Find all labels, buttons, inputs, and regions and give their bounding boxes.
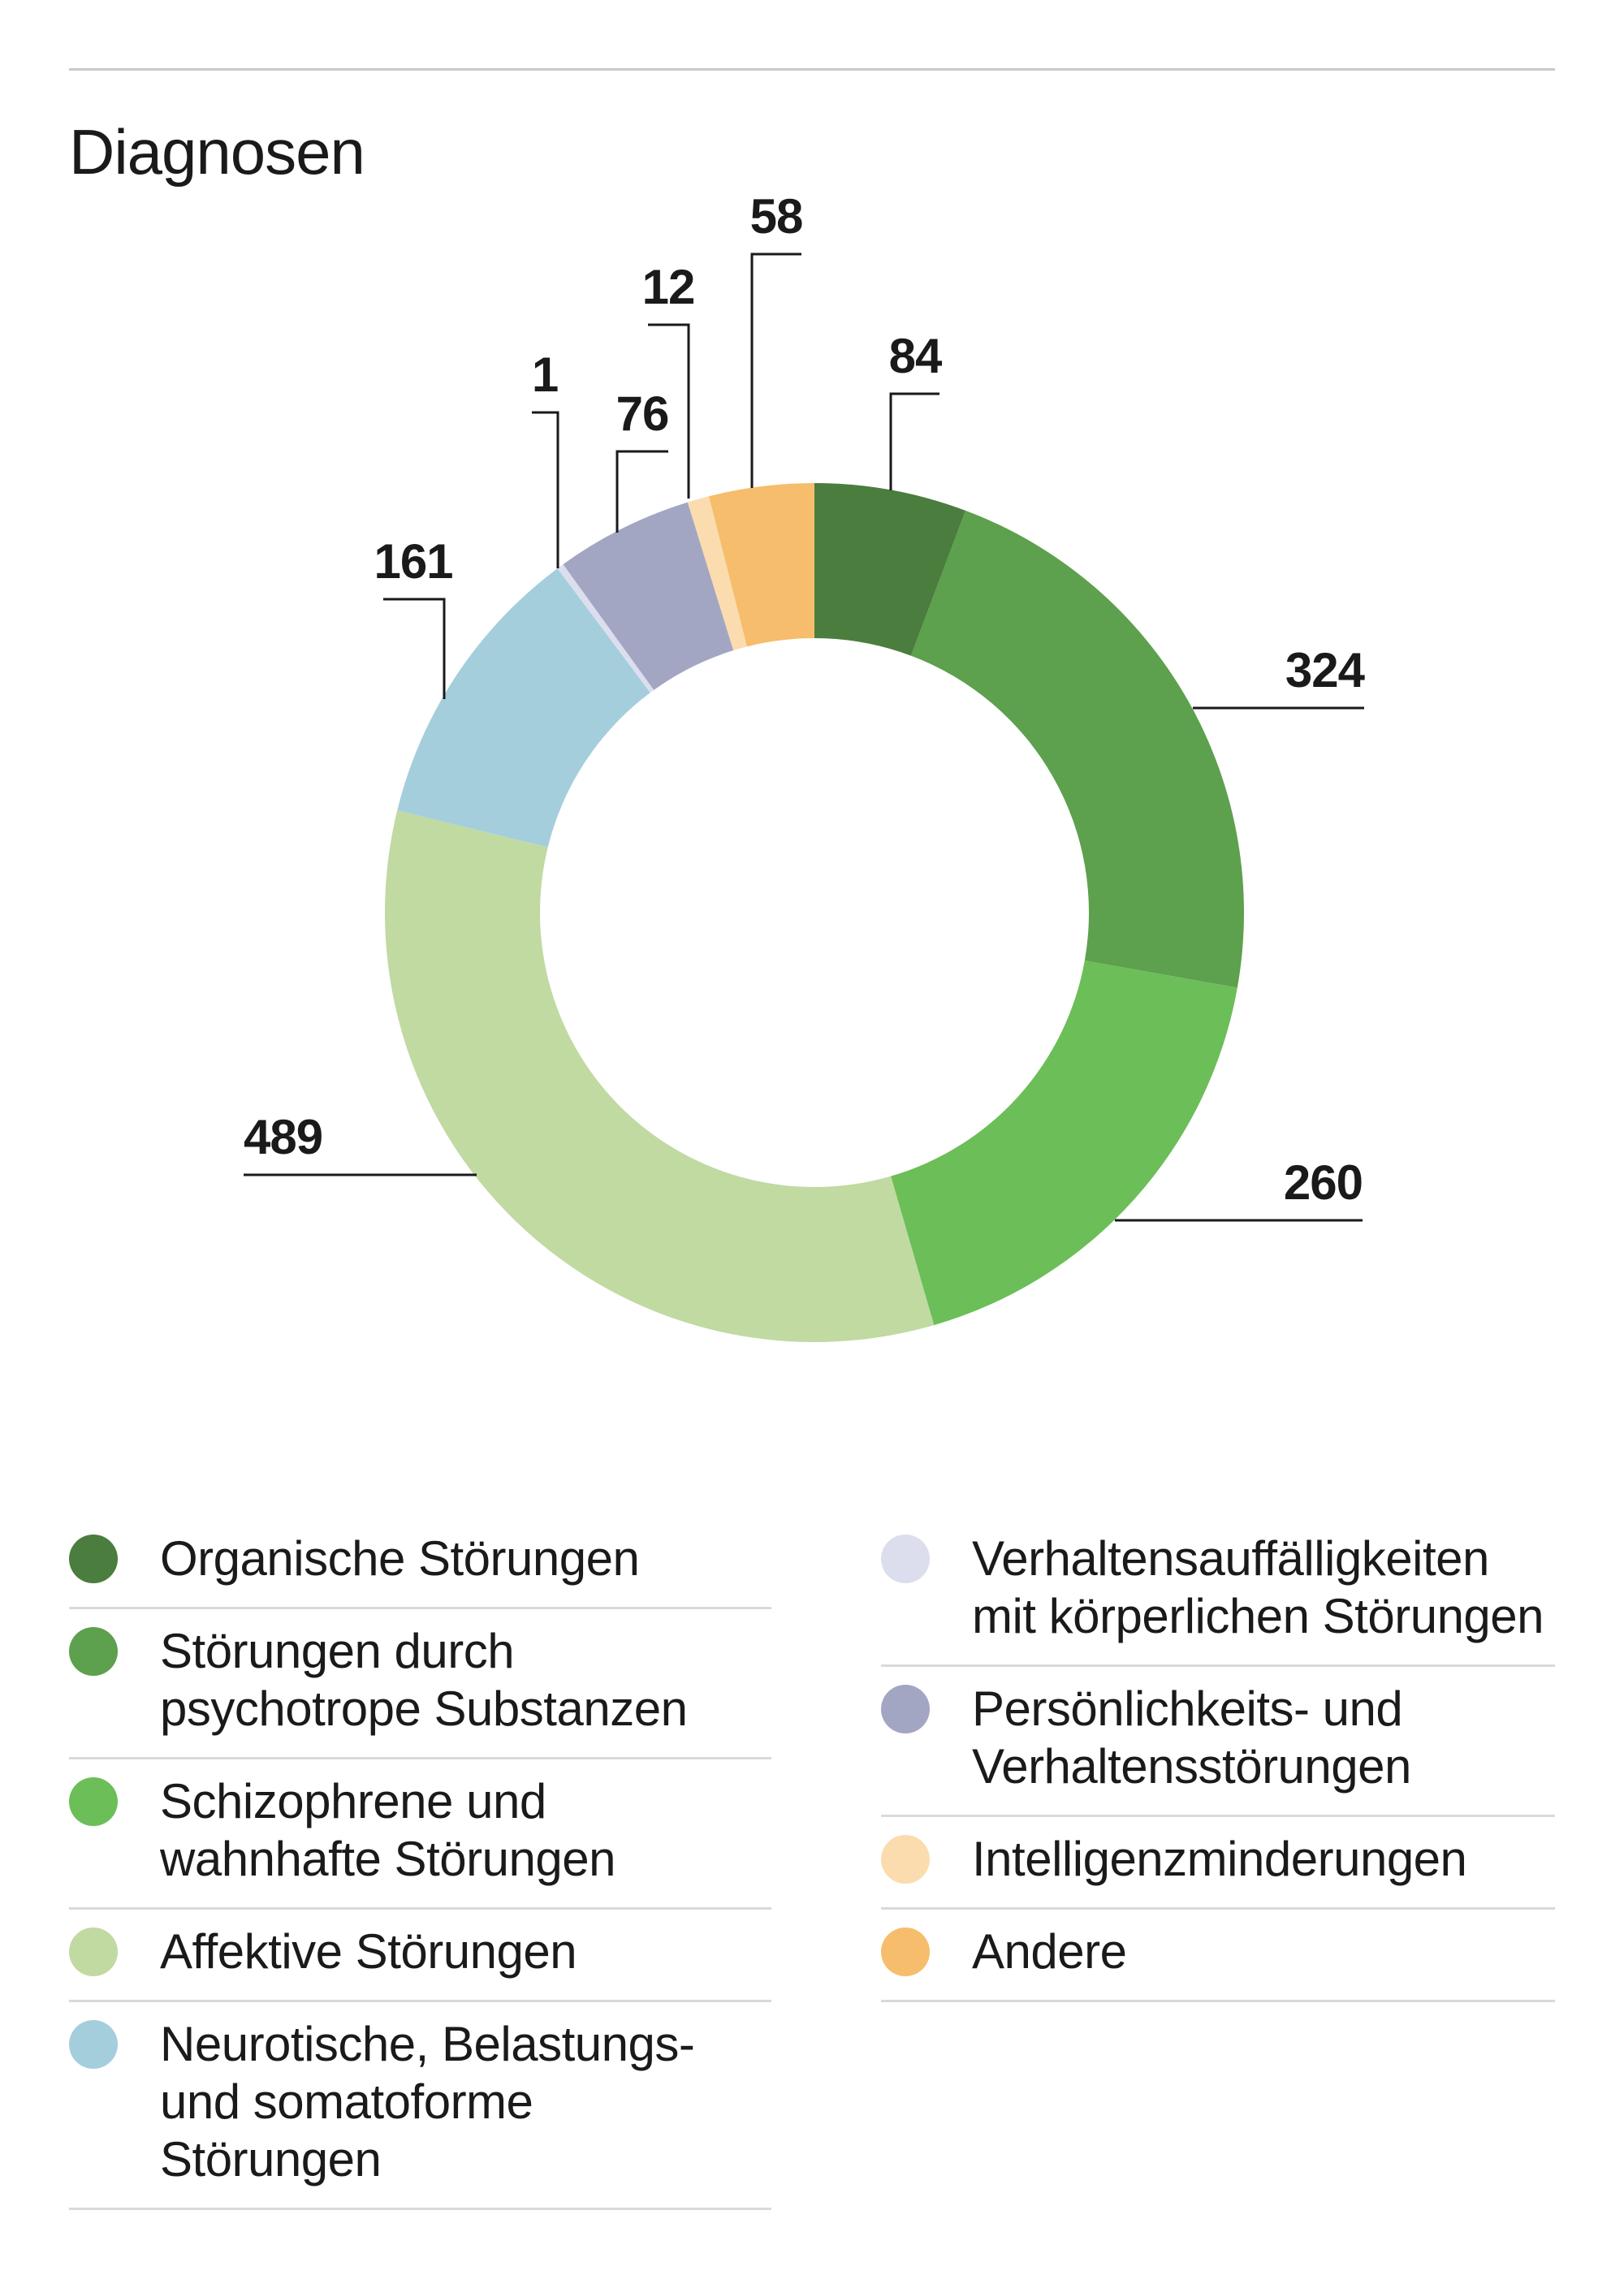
legend-item-neurotische-belastungs: Neurotische, Belastungs- und somatoforme…	[69, 2002, 771, 2210]
legend-dot-verhaltensauffalligkeiten-mit	[881, 1535, 930, 1583]
legend-item-verhaltensauffalligkeiten-mit: Verhaltensauffälligkeiten mit körperlich…	[881, 1517, 1555, 1667]
value-label-storungen-durch: 324	[1285, 643, 1365, 697]
legend-dot-intelligenzminderungen	[881, 1835, 930, 1884]
top-divider-line	[69, 68, 1555, 71]
value-label-affektive-storungen: 489	[244, 1110, 323, 1164]
legend-dot-andere	[881, 1928, 930, 1976]
value-label-neurotische-belastungs: 161	[374, 534, 453, 589]
value-label-schizophrene-und: 260	[1283, 1155, 1363, 1210]
legend-dot-organische-storungen	[69, 1535, 118, 1583]
legend-item-personlichkeits-und: Persönlichkeits- und Verhaltensstörungen	[881, 1667, 1555, 1817]
legend-label: Schizophrene und wahnhafte Störungen	[160, 1774, 615, 1886]
page-title: Diagnosen	[69, 116, 365, 188]
callout-line-verhaltensauffalligkeiten-mit	[532, 411, 559, 568]
legend-label: Verhaltensauffälligkeiten mit körperlich…	[972, 1531, 1544, 1643]
legend-item-schizophrene-und: Schizophrene und wahnhafte Störungen	[69, 1759, 771, 1910]
callout-line-neurotische-belastungs	[383, 598, 446, 699]
legend-label: Persönlichkeits- und Verhaltensstörungen	[972, 1681, 1411, 1794]
donut-segment-affektive-storungen	[384, 810, 935, 1343]
legend-item-andere: Andere	[881, 1910, 1555, 2002]
legend-item-affektive-storungen: Affektive Störungen	[69, 1910, 771, 2002]
callout-line-personlichkeits-und	[615, 450, 668, 533]
legend-label: Andere	[972, 1924, 1127, 1979]
donut-segment-neurotische-belastungs	[397, 568, 650, 848]
donut-segment-intelligenzminderungen	[687, 496, 747, 651]
callout-line-organische-storungen	[889, 392, 939, 490]
value-label-intelligenzminderungen: 12	[641, 260, 696, 314]
legend-dot-personlichkeits-und	[881, 1685, 930, 1733]
legend-label: Neurotische, Belastungs- und somatoforme…	[160, 2017, 695, 2187]
legend-item-organische-storungen: Organische Störungen	[69, 1517, 771, 1609]
legend-dot-neurotische-belastungs	[69, 2020, 118, 2069]
value-label-andere: 58	[749, 189, 804, 244]
legend-dot-storungen-durch	[69, 1627, 118, 1676]
legend-item-storungen-durch: Störungen durch psychotrope Substanzen	[69, 1609, 771, 1759]
value-label-personlichkeits-und: 76	[615, 386, 670, 441]
legend-column-left: Organische Störungen Störungen durch psyc…	[69, 1517, 771, 2210]
value-label-verhaltensauffalligkeiten-mit: 1	[531, 348, 559, 402]
legend-label: Affektive Störungen	[160, 1924, 577, 1979]
donut-segment-schizophrene-und	[891, 961, 1237, 1326]
legend-label: Störungen durch psychotrope Substanzen	[160, 1624, 688, 1736]
legend-label: Organische Störungen	[160, 1531, 640, 1586]
donut-segment-verhaltensauffalligkeiten-mit	[557, 563, 654, 693]
legend-dot-affektive-storungen	[69, 1928, 118, 1976]
legend-label: Intelligenzminderungen	[972, 1832, 1467, 1886]
value-label-organische-storungen: 84	[888, 329, 943, 383]
legend-dot-schizophrene-und	[69, 1777, 118, 1826]
donut-segment-organische-storungen	[814, 483, 966, 656]
callout-line-intelligenzminderungen	[648, 323, 690, 499]
legend-column-right: Verhaltensauffälligkeiten mit körperlich…	[881, 1517, 1555, 2002]
callout-line-andere	[750, 253, 801, 488]
donut-segment-andere	[709, 483, 814, 647]
donut-segment-personlichkeits-und	[563, 502, 734, 690]
donut-segment-storungen-durch	[910, 510, 1244, 988]
legend-item-intelligenzminderungen: Intelligenzminderungen	[881, 1817, 1555, 1910]
